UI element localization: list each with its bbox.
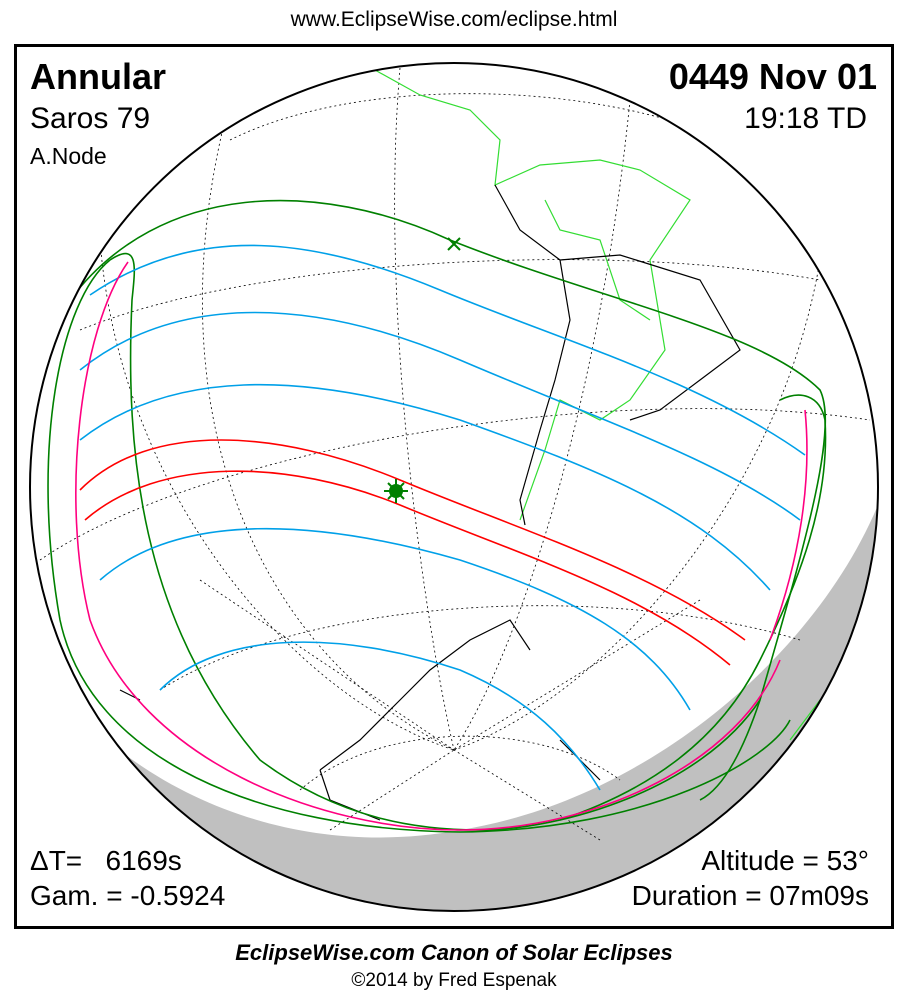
eclipse-date: 0449 Nov 01 [668, 56, 877, 97]
altitude: Altitude = 53° [701, 845, 869, 876]
penumbral-limit-curves [47, 199, 827, 833]
globe [30, 63, 878, 911]
globe-outline [29, 62, 879, 912]
rise-set-curves [75, 261, 808, 831]
night-shadow [30, 500, 878, 911]
graticule [39, 67, 871, 841]
greatest-duration-x-icon [447, 237, 461, 251]
gamma: Gam. = -0.5924 [30, 880, 226, 911]
footer-title: EclipseWise.com Canon of Solar Eclipses [235, 940, 673, 965]
footer-copyright: ©2014 by Fred Espenak [351, 970, 557, 991]
greatest-eclipse-star-icon [384, 479, 408, 503]
saros-number: Saros 79 [30, 102, 151, 135]
map-frame [14, 44, 894, 929]
delta-t: ΔT= 6169s [30, 845, 182, 876]
header-url: www.EclipseWise.com/eclipse.html [290, 8, 618, 31]
duration: Duration = 07m09s [631, 880, 869, 911]
central-path [79, 439, 746, 666]
magnitude-lines [79, 244, 806, 791]
eclipse-type: Annular [30, 56, 167, 97]
node: A.Node [30, 143, 107, 169]
eclipse-time: 19:18 TD [744, 102, 867, 135]
